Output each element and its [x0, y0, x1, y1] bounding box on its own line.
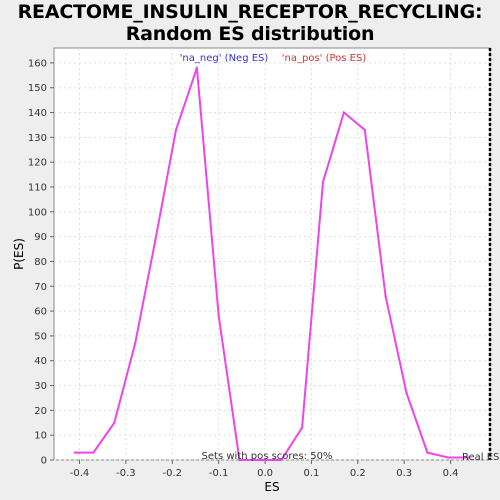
x-tick-label: -0.4 — [70, 468, 90, 479]
data-point — [174, 128, 178, 132]
data-point — [426, 451, 429, 454]
y-tick-label: 0 — [41, 456, 47, 467]
x-tick-label: 0.4 — [443, 468, 459, 479]
y-axis-title: P(ES) — [12, 238, 26, 270]
data-point — [467, 456, 471, 459]
y-tick-label: 10 — [34, 431, 47, 442]
y-tick-label: 70 — [34, 282, 47, 293]
x-tick-label: 0.3 — [396, 468, 412, 479]
y-tick-label: 60 — [34, 307, 47, 318]
data-point — [363, 128, 366, 132]
legend-neg: 'na_neg' (Neg ES) — [180, 53, 269, 64]
chart-title: REACTOME_INSULIN_RECEPTOR_RECYCLING: Ran… — [17, 1, 483, 45]
y-tick-label: 40 — [34, 356, 47, 367]
data-point — [195, 66, 199, 70]
data-point — [280, 458, 283, 462]
y-tick-label: 80 — [34, 257, 47, 268]
y-tick-label: 110 — [28, 182, 47, 193]
x-tick-label: 0.0 — [257, 468, 273, 479]
legend-pos: 'na_pos' (Pos ES) — [282, 53, 367, 64]
y-tick-label: 100 — [28, 207, 47, 218]
real-es-label: Real ES — [462, 452, 499, 463]
x-axis-title: ES — [264, 480, 279, 494]
data-point — [217, 314, 220, 318]
y-tick-label: 50 — [34, 331, 47, 342]
x-axis: -0.4 -0.3 -0.2 -0.1 0.0 0.1 0.2 0.3 0.4 — [70, 460, 459, 479]
data-point — [321, 180, 325, 184]
y-tick-label: 160 — [28, 58, 47, 69]
data-point — [133, 342, 137, 345]
data-point — [238, 458, 241, 462]
data-point — [447, 456, 450, 459]
x-tick-label: 0.1 — [303, 468, 319, 479]
sets-with-pos-scores-label: Sets with pos scores: 50% — [202, 451, 333, 462]
y-tick-label: 20 — [34, 406, 47, 417]
x-tick-label: 0.2 — [350, 468, 366, 479]
data-point — [153, 240, 157, 243]
y-axis: 0 10 20 30 40 50 60 70 80 90 100 110 120 130 140 150 160 — [28, 58, 54, 467]
y-tick-label: 120 — [28, 158, 47, 169]
data-point — [73, 451, 77, 454]
data-point — [405, 391, 408, 395]
series-line — [74, 67, 470, 461]
y-tick-label: 150 — [28, 83, 47, 94]
data-point — [300, 426, 304, 429]
x-tick-label: -0.1 — [209, 468, 229, 479]
data-point — [259, 458, 262, 462]
data-point — [384, 294, 387, 298]
series-points — [73, 66, 471, 462]
y-tick-label: 90 — [34, 232, 47, 243]
y-tick-label: 140 — [28, 108, 47, 119]
x-tick-label: -0.2 — [163, 468, 183, 479]
plot-area — [53, 47, 491, 461]
grid-lines — [54, 48, 490, 461]
data-point — [92, 451, 95, 454]
x-tick-label: -0.3 — [116, 468, 136, 479]
data-point — [113, 421, 116, 424]
y-tick-label: 130 — [28, 133, 47, 144]
data-point — [342, 111, 346, 114]
y-tick-label: 30 — [34, 381, 47, 392]
